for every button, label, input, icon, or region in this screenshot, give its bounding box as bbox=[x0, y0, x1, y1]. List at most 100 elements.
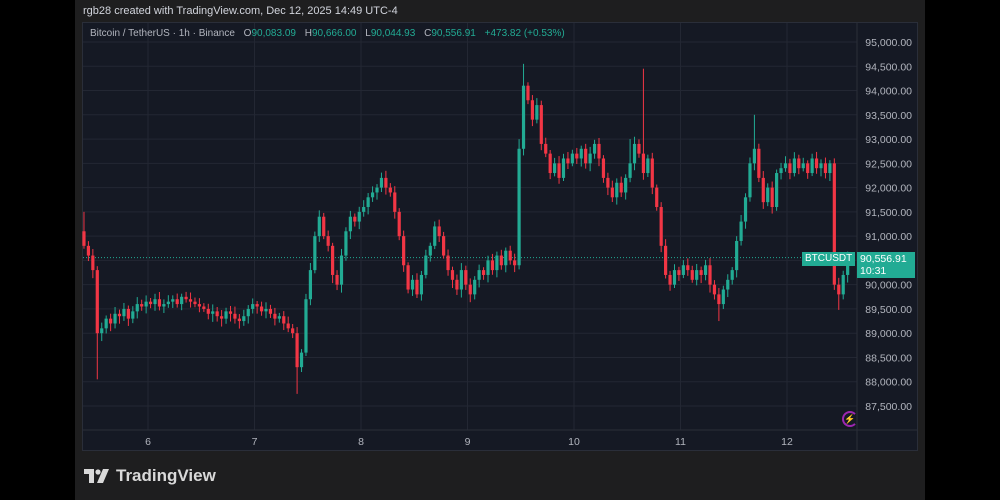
candle-body bbox=[215, 311, 219, 317]
candle-body bbox=[721, 289, 725, 305]
candle-body bbox=[455, 279, 459, 290]
candle-body bbox=[841, 274, 845, 295]
open-label: O bbox=[243, 28, 252, 39]
x-tick-label: 7 bbox=[252, 436, 258, 448]
candle-body bbox=[131, 311, 135, 319]
candle-body bbox=[517, 148, 521, 266]
candle-body bbox=[655, 187, 659, 208]
open-value: 90,083.09 bbox=[251, 28, 296, 39]
candle-body bbox=[224, 311, 228, 319]
candle-body bbox=[282, 316, 286, 324]
candle-body bbox=[473, 279, 477, 295]
candle-body bbox=[548, 153, 552, 174]
candle-body bbox=[664, 245, 668, 275]
candle-body bbox=[100, 328, 104, 334]
candle-body bbox=[490, 260, 495, 271]
candle-body bbox=[788, 163, 792, 174]
bar-countdown: 10:31 bbox=[860, 265, 887, 277]
x-tick-label: 12 bbox=[781, 436, 793, 448]
candle-body bbox=[748, 163, 752, 198]
candle-body bbox=[726, 279, 730, 290]
candle-body bbox=[184, 296, 188, 300]
candle-body bbox=[699, 270, 703, 275]
candle-body bbox=[797, 158, 801, 169]
candle-body bbox=[339, 255, 344, 285]
candle-body bbox=[162, 304, 166, 307]
candle-body bbox=[592, 143, 597, 154]
tradingview-logo[interactable]: TradingView bbox=[84, 466, 216, 486]
candle-body bbox=[255, 304, 259, 307]
candle-body bbox=[126, 308, 130, 319]
candle-body bbox=[783, 163, 788, 169]
y-tick-label: 87,500.00 bbox=[865, 401, 912, 413]
candle-body bbox=[273, 313, 277, 319]
candle-body bbox=[801, 163, 805, 169]
candle-body bbox=[819, 163, 823, 169]
candle-body bbox=[481, 270, 486, 275]
candle-body bbox=[357, 211, 361, 222]
candle-body bbox=[695, 270, 699, 280]
y-tick-label: 94,500.00 bbox=[865, 61, 912, 73]
candle-body bbox=[366, 197, 370, 208]
candle-body bbox=[109, 318, 113, 324]
candle-body bbox=[388, 187, 392, 193]
candle-body bbox=[326, 236, 330, 246]
candle-body bbox=[521, 85, 526, 149]
candle-body bbox=[246, 308, 250, 317]
candle-body bbox=[837, 284, 841, 295]
candle-body bbox=[104, 318, 108, 329]
candle-body bbox=[166, 301, 170, 305]
candle-body bbox=[686, 265, 690, 271]
lightning-icon[interactable]: ⚡ bbox=[842, 411, 858, 427]
candle-body bbox=[353, 216, 357, 222]
candle-body bbox=[823, 163, 828, 174]
candle-body bbox=[770, 187, 774, 208]
candle-body bbox=[575, 153, 579, 159]
candle-body bbox=[761, 177, 765, 203]
candle-body bbox=[344, 231, 348, 256]
last-price-badge: 90,556.91 10:31 bbox=[857, 252, 915, 278]
candle-body bbox=[624, 177, 628, 193]
candle-body bbox=[775, 173, 779, 208]
candle-body bbox=[135, 304, 139, 312]
candle-body bbox=[268, 308, 273, 314]
candle-body bbox=[606, 177, 610, 188]
candle-body bbox=[566, 158, 570, 164]
candle-body bbox=[672, 270, 677, 285]
symbol-title[interactable]: Bitcoin / TetherUS · 1h · Binance bbox=[90, 28, 235, 39]
y-tick-label: 93,500.00 bbox=[865, 110, 912, 122]
x-tick-label: 6 bbox=[145, 436, 151, 448]
candle-body bbox=[82, 231, 86, 246]
candle-body bbox=[632, 143, 637, 164]
candle-body bbox=[610, 187, 614, 198]
candle-body bbox=[317, 216, 321, 237]
candle-body bbox=[197, 304, 202, 307]
candle-body bbox=[810, 158, 814, 174]
candle-body bbox=[122, 308, 126, 317]
candle-body bbox=[188, 299, 193, 302]
y-tick-label: 88,000.00 bbox=[865, 377, 912, 389]
candle-body bbox=[144, 301, 148, 307]
candle-body bbox=[539, 105, 543, 144]
y-tick-label: 89,000.00 bbox=[865, 328, 912, 340]
candle-body bbox=[193, 301, 197, 305]
candle-body bbox=[206, 308, 210, 314]
candle-body bbox=[450, 270, 455, 280]
y-tick-label: 92,500.00 bbox=[865, 158, 912, 170]
candle-body bbox=[468, 284, 472, 295]
candle-body bbox=[535, 105, 539, 120]
candle-body bbox=[286, 323, 290, 329]
candle-body bbox=[397, 211, 401, 237]
candle-body bbox=[220, 316, 224, 319]
candle-body bbox=[659, 207, 663, 246]
y-tick-label: 90,000.00 bbox=[865, 280, 912, 292]
candle-body bbox=[495, 255, 499, 271]
candle-body bbox=[717, 294, 721, 305]
candle-body bbox=[703, 265, 708, 275]
candle-body bbox=[712, 284, 717, 295]
candle-body bbox=[277, 316, 281, 319]
candle-body bbox=[237, 318, 241, 322]
candle-body bbox=[419, 274, 424, 295]
y-tick-label: 91,500.00 bbox=[865, 207, 912, 219]
